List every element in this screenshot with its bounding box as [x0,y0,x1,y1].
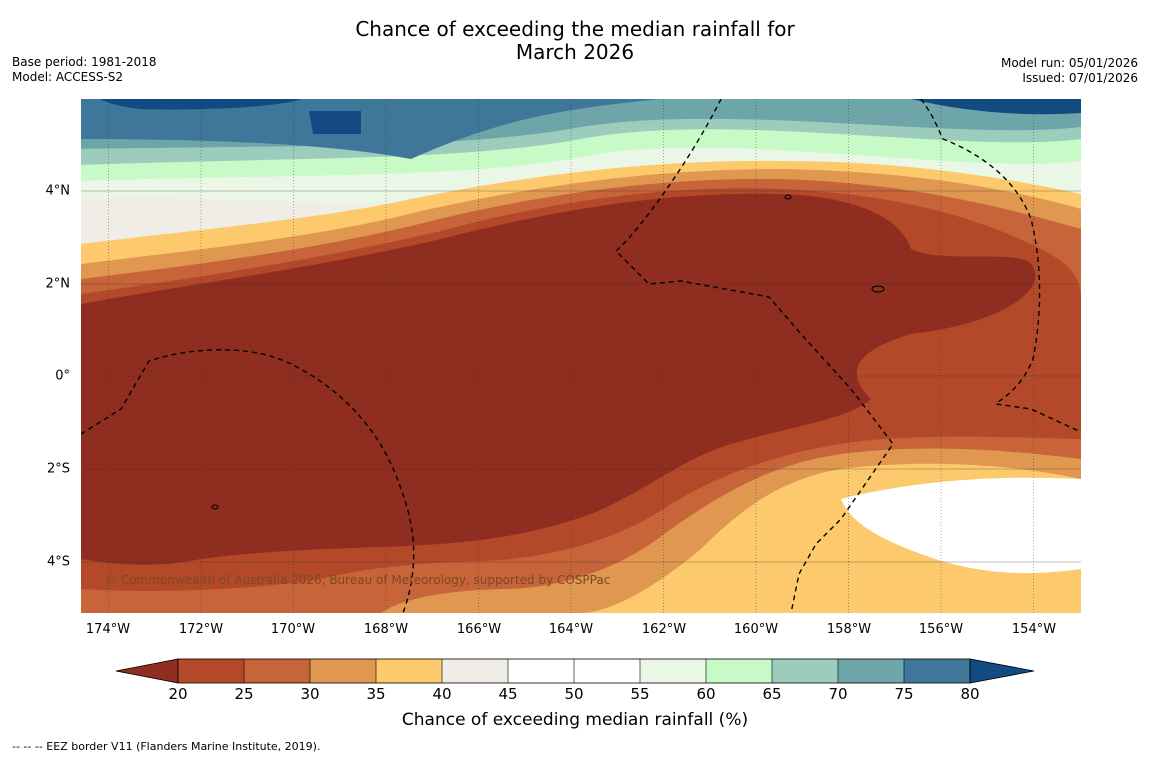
lat-label-4s: 4°S [46,554,70,570]
colorbar-tick-45: 45 [498,685,518,703]
band-above-80-c [911,99,1081,115]
latitude-lines [81,190,1081,563]
colorbar-tick-20: 20 [168,685,188,703]
colorbar-tick-80: 80 [960,685,980,703]
lon-label-166w: 166°W [456,622,502,637]
lon-label-160w: 160°W [733,622,779,637]
colorbar-55-60 [640,659,706,683]
eez-borders [81,99,1081,613]
colorbar-tick-70: 70 [828,685,848,703]
colorbar-45-50 [508,659,574,683]
colorbar [115,658,1035,684]
base-period: Base period: 1981-2018 [12,55,157,69]
rainfall-probability-map [81,99,1081,613]
colorbar-70-75 [838,659,904,683]
colorbar-tick-40: 40 [432,685,452,703]
lon-label-154w: 154°W [1011,622,1057,637]
lon-label-174w: 174°W [85,622,131,637]
band-75-80 [81,99,661,159]
issued-date: Issued: 07/01/2026 [1022,71,1138,85]
islands [211,194,885,510]
band-above-80 [101,99,301,110]
lat-label-2s: 2°S [46,461,70,477]
model-name: Model: ACCESS-S2 [12,70,124,84]
map-title: Chance of exceeding the median rainfall … [0,18,1150,64]
title-line-1: Chance of exceeding the median rainfall … [355,17,795,41]
colorbar-dividers [243,659,905,683]
colorbar-tick-35: 35 [366,685,386,703]
colorbar-tick-50: 50 [564,685,584,703]
colorbar-tick-30: 30 [300,685,320,703]
lon-label-168w: 168°W [363,622,409,637]
lat-label-4n: 4°N [45,183,71,199]
lon-label-162w: 162°W [641,622,687,637]
colorbar-title: Chance of exceeding median rainfall (%) [401,710,749,730]
lat-label-0: 0° [55,368,70,384]
title-line-2: March 2026 [515,40,635,64]
lon-label-164w: 164°W [548,622,594,637]
colorbar-tick-25: 25 [234,685,254,703]
run-info: Model run: 05/01/2026 Issued: 07/01/2026 [1001,56,1138,86]
colorbar-tick-60: 60 [696,685,716,703]
colorbar-tick-65: 65 [762,685,782,703]
lon-label-156w: 156°W [918,622,964,637]
model-info: Base period: 1981-2018 Model: ACCESS-S2 [12,55,157,85]
colorbar-20-25 [178,659,244,683]
band-above-80-b [309,111,361,134]
lon-label-172w: 172°W [178,622,224,637]
colorbar-35-40 [376,659,442,683]
lon-label-170w: 170°W [270,622,316,637]
colorbar-tick-75: 75 [894,685,914,703]
colorbar-below-20 [115,658,179,684]
band-45-55-pocket [841,477,1081,574]
colorbar-65-70 [772,659,838,683]
colorbar-60-65 [706,659,772,683]
colorbar-tick-55: 55 [630,685,650,703]
eez-legend-note: -- -- -- EEZ border V11 (Flanders Marine… [12,740,321,753]
lat-label-2n: 2°N [45,276,71,292]
copyright-notice: © Commonwealth of Australia 2026, Bureau… [105,573,611,587]
colorbar-75-80 [904,659,970,683]
colorbar-25-30 [244,659,310,683]
model-run-date: Model run: 05/01/2026 [1000,56,1138,70]
colorbar-30-35 [310,659,376,683]
band-below-20 [81,193,1036,565]
colorbar-40-45 [442,659,508,683]
colorbar-50-55 [574,659,640,683]
lon-label-158w: 158°W [826,622,872,637]
colorbar-above-80 [969,658,1035,684]
